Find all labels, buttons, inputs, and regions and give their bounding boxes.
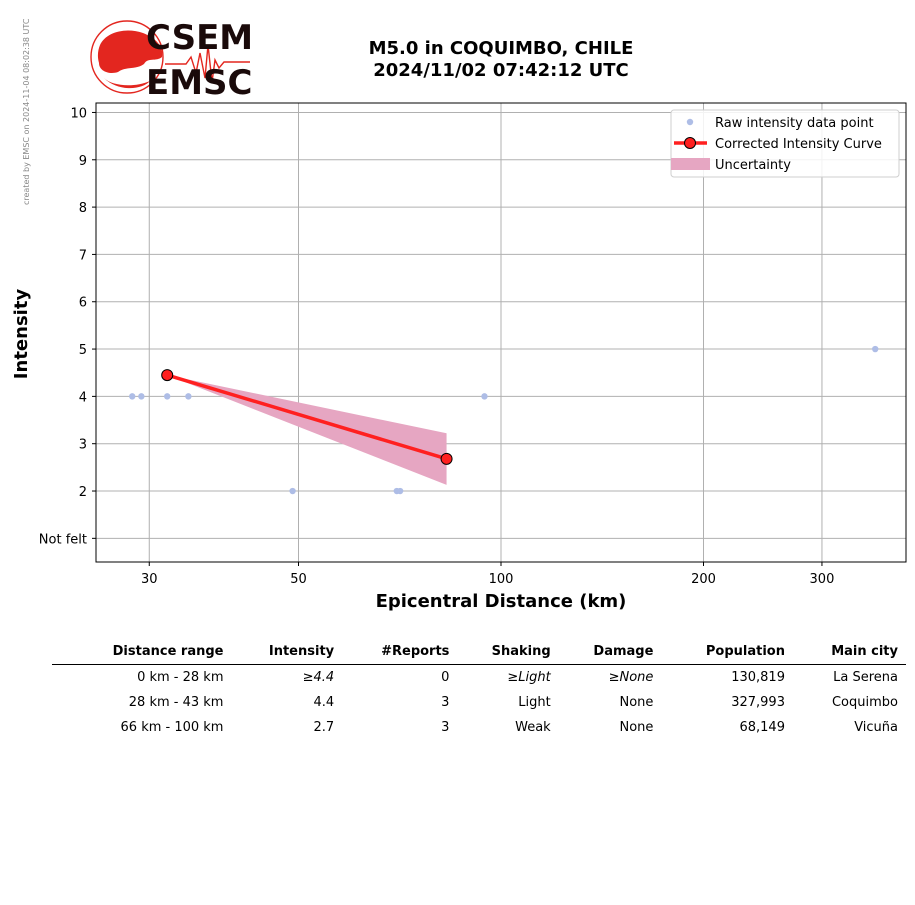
- y-tick-label: 10: [70, 106, 87, 121]
- cell-reports: 3: [441, 720, 450, 735]
- chart-title: M5.0 in COQUIMBO, CHILE 2024/11/02 07:42…: [300, 38, 702, 82]
- x-tick-label: 100: [489, 572, 514, 587]
- x-axis-label: Epicentral Distance (km): [376, 591, 627, 612]
- cell-distance-range: 28 km - 43 km: [128, 695, 224, 710]
- raw-intensity-point: [481, 393, 488, 400]
- intensity-chart: CSEM EMSC 30 50 100 200 300 Not felt 2 3 4 5 6 7 8 9 1…: [11, 18, 907, 612]
- cell-damage: None: [619, 720, 654, 735]
- cell-population: 327,993: [731, 695, 785, 710]
- cell-shaking: Light: [518, 695, 551, 710]
- y-axis-label: Intensity: [11, 289, 32, 380]
- logo-seismogram: [165, 44, 250, 83]
- y-tick-label: 3: [79, 438, 87, 453]
- x-tick-label: 300: [810, 572, 835, 587]
- cell-population: 130,819: [731, 670, 785, 685]
- raw-intensity-point: [289, 487, 296, 495]
- chart-legend: Raw intensity data point Corrected Inten…: [670, 109, 900, 178]
- cell-damage: None: [619, 695, 654, 710]
- y-tick-label: 8: [79, 201, 87, 216]
- raw-intensity-point: [129, 393, 136, 400]
- cell-population: 68,149: [739, 720, 785, 735]
- raw-points-layer: [129, 345, 879, 495]
- raw-intensity-point: [396, 487, 404, 495]
- legend-box: [670, 109, 900, 178]
- uncertainty-band: [167, 375, 447, 485]
- cell-main-city: Vicuña: [854, 720, 898, 735]
- header-main-city: Main city: [792, 642, 906, 665]
- y-tick-label: 9: [79, 154, 87, 169]
- y-tick-label: Not felt: [39, 532, 87, 547]
- header-distance-range: Distance range: [52, 642, 232, 665]
- header-damage: Damage: [558, 642, 662, 665]
- table-row: 28 km - 43 km 4.4 3 Light None 327,993 C…: [52, 690, 906, 715]
- cell-intensity: ≥4.4: [302, 670, 335, 685]
- intensity-summary-table: Distance range Intensity #Reports Shakin…: [52, 642, 906, 740]
- logo-text-emsc: EMSC: [146, 63, 253, 103]
- cell-intensity: 4.4: [313, 695, 335, 710]
- corrected-curve-layer: [161, 369, 453, 465]
- cell-shaking: Weak: [515, 720, 551, 735]
- raw-intensity-point: [164, 393, 171, 400]
- legend-marker-raw-points: [686, 118, 694, 126]
- emsc-logo: CSEM EMSC: [90, 18, 253, 103]
- table-row: 0 km - 28 km ≥4.4 0 ≥Light ≥None 130,819…: [52, 665, 906, 691]
- header-population: Population: [661, 642, 793, 665]
- logo-text-csem: CSEM: [146, 18, 253, 58]
- y-tick-label: 2: [79, 485, 87, 500]
- corrected-curve-marker: [440, 452, 453, 465]
- raw-intensity-point: [138, 393, 145, 400]
- x-tick-label: 30: [141, 572, 158, 587]
- legend-label-raw-points: Raw intensity data point: [715, 116, 874, 131]
- table-header-row: Distance range Intensity #Reports Shakin…: [52, 642, 906, 665]
- cell-main-city: Coquimbo: [831, 695, 898, 710]
- y-tick-label: 6: [79, 296, 87, 311]
- axis-ticks: 30 50 100 200 300 Not felt 2 3 4 5 6 7 8 9 10: [39, 106, 835, 587]
- cell-distance-range: 0 km - 28 km: [137, 670, 224, 685]
- legend-swatch-uncertainty: [671, 158, 710, 170]
- title-line-event: M5.0 in COQUIMBO, CHILE: [368, 38, 634, 59]
- raw-intensity-point: [872, 345, 879, 353]
- y-tick-label: 4: [79, 390, 87, 405]
- cell-main-city: La Serena: [833, 670, 898, 685]
- cell-reports: 0: [441, 670, 450, 685]
- header-shaking: Shaking: [457, 642, 559, 665]
- legend-marker-curve: [684, 137, 696, 149]
- corrected-curve-marker: [161, 369, 174, 382]
- uncertainty-band-layer: [167, 375, 447, 485]
- x-tick-label: 50: [290, 572, 307, 587]
- legend-label-uncertainty: Uncertainty: [715, 158, 791, 173]
- title-line-datetime: 2024/11/02 07:42:12 UTC: [373, 60, 629, 81]
- cell-intensity: 2.7: [313, 720, 335, 735]
- y-tick-label: 5: [79, 343, 87, 358]
- header-intensity: Intensity: [231, 642, 343, 665]
- cell-distance-range: 66 km - 100 km: [120, 720, 224, 735]
- table-row: 66 km - 100 km 2.7 3 Weak None 68,149 Vi…: [52, 715, 906, 740]
- logo-continents: [97, 30, 163, 73]
- logo-continent-south: [104, 78, 150, 89]
- cell-damage: ≥None: [608, 670, 654, 685]
- raw-intensity-point: [185, 393, 192, 400]
- cell-shaking: ≥Light: [507, 670, 551, 685]
- header-reports: #Reports: [342, 642, 458, 665]
- cell-reports: 3: [441, 695, 450, 710]
- x-tick-label: 200: [691, 572, 716, 587]
- logo-globe-ring: [90, 20, 164, 94]
- y-tick-label: 7: [79, 248, 87, 263]
- corrected-intensity-curve: [166, 373, 448, 461]
- legend-label-curve: Corrected Intensity Curve: [715, 137, 882, 152]
